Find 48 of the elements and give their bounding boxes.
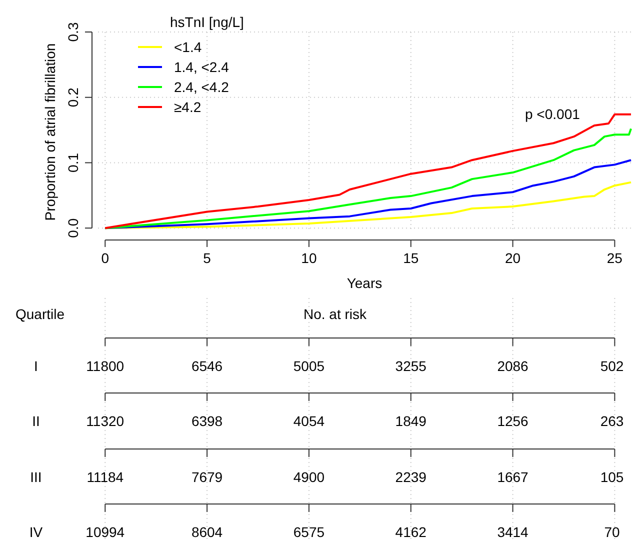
text: 4900 — [293, 469, 325, 485]
text: 1256 — [497, 413, 529, 429]
text: I — [34, 358, 38, 374]
y-tick-label: 0.2 — [65, 87, 81, 108]
x-tick-label: 0 — [101, 250, 110, 266]
x-tick-label: 15 — [403, 250, 419, 266]
legend-label: 2.4, <4.2 — [174, 79, 230, 95]
text: II — [32, 413, 40, 429]
legend-label: 1.4, <2.4 — [174, 59, 230, 75]
text: 7679 — [191, 469, 223, 485]
text: 3255 — [395, 358, 427, 374]
legend-label: <1.4 — [174, 39, 202, 55]
text: III — [30, 469, 42, 485]
text: 5005 — [293, 358, 325, 374]
text: 2239 — [395, 469, 427, 485]
text: 11184 — [86, 469, 124, 485]
text: 4054 — [293, 413, 325, 429]
text: Quartile — [15, 306, 65, 322]
text: 263 — [600, 413, 624, 429]
text: 1667 — [497, 469, 529, 485]
text: 8604 — [191, 524, 223, 540]
text: 4162 — [395, 524, 427, 540]
y-tick-label: 0.1 — [65, 152, 81, 172]
annotation: p <0.001 — [525, 106, 580, 122]
text: 70 — [604, 524, 620, 540]
legend-label: ≥4.2 — [174, 99, 202, 115]
text: No. at risk — [303, 306, 368, 322]
text: 11800 — [86, 358, 124, 374]
x-tick-label: 20 — [504, 250, 521, 266]
x-tick-label: 10 — [301, 250, 317, 266]
text: 10994 — [86, 524, 125, 540]
legend-title: hsTnI [ng/L] — [170, 14, 244, 30]
text: 2086 — [497, 358, 529, 374]
text: 11320 — [86, 413, 124, 429]
text: 6546 — [191, 358, 223, 374]
text: IV — [29, 524, 44, 540]
y-axis-title: Proportion of atrial fibrillation — [42, 43, 58, 221]
text: 1849 — [395, 413, 427, 429]
y-tick-label: 0.0 — [65, 218, 81, 238]
text: 502 — [600, 358, 624, 374]
x-tick-label: 25 — [606, 250, 623, 266]
x-tick-label: 5 — [203, 250, 212, 266]
text: 6575 — [293, 524, 325, 540]
text: 105 — [600, 469, 624, 485]
y-tick-label: 0.3 — [65, 22, 81, 42]
text: 6398 — [191, 413, 223, 429]
text: 3414 — [497, 524, 529, 540]
x-axis-title: Years — [346, 275, 382, 291]
